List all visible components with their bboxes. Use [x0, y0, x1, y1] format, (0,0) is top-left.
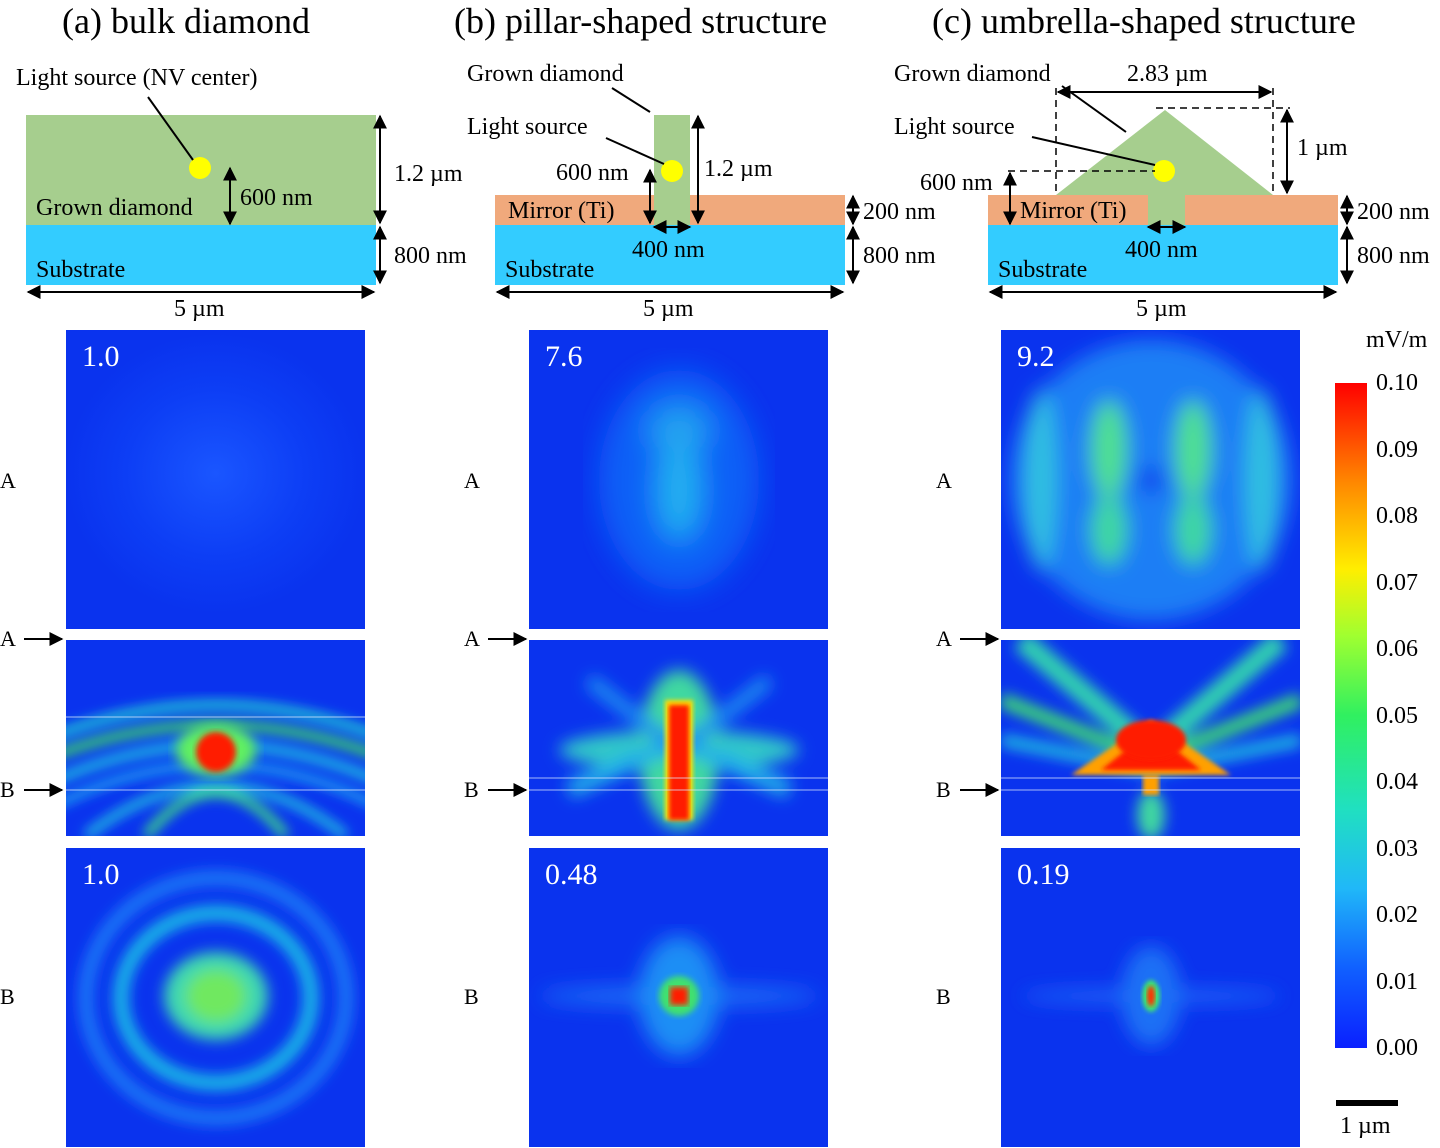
row-label-b-arrow: B — [0, 777, 15, 802]
colorbar-unit: mV/m — [1366, 327, 1428, 353]
field-a-middle — [66, 700, 365, 836]
scale-bar-label: 1 µm — [1340, 1113, 1391, 1139]
row-label-a-top: A — [0, 468, 16, 493]
map-b-middle — [529, 640, 828, 836]
substrate-label-a: Substrate — [36, 257, 126, 283]
row-label-a-arrow: A — [0, 626, 16, 651]
field-b-middle — [529, 670, 828, 830]
dim-200-label-c: 200 nm — [1357, 199, 1430, 225]
colorbar-tick-label: 0.06 — [1376, 636, 1418, 662]
map-a-bottom: 1.0 — [66, 848, 365, 1147]
dim-600-label-c: 600 nm — [920, 170, 993, 196]
dim-800-label-b: 800 nm — [863, 243, 936, 269]
light-source-label-b: Light source — [467, 114, 588, 140]
substrate-label-c: Substrate — [998, 257, 1088, 283]
dim-5-label-c: 5 µm — [1136, 296, 1187, 322]
dim-1-2-label-b: 1.2 µm — [704, 156, 773, 182]
title-c: (c) umbrella-shaped structure — [932, 1, 1356, 41]
colorbar-tick-label: 0.03 — [1376, 835, 1418, 862]
dim-200-label-b: 200 nm — [863, 199, 936, 225]
row-label-b-arrow-c: B — [936, 777, 951, 802]
row-label-b-bottom-c: B — [936, 984, 951, 1009]
field-c-top — [1011, 340, 1291, 620]
light-source-a — [189, 157, 211, 179]
colorbar-tick-label: 0.09 — [1376, 436, 1418, 463]
map-c-bottom: 0.19 — [1001, 848, 1300, 1147]
row-label-a-arrow-b: A — [464, 626, 480, 651]
row-label-b-bottom-b: B — [464, 984, 479, 1009]
colorbar-tick-label: 0.02 — [1376, 902, 1418, 928]
dim-400-label-b: 400 nm — [632, 237, 705, 263]
map-a-top: 1.0 — [66, 330, 365, 629]
title-b: (b) pillar-shaped structure — [454, 1, 828, 41]
dim-600-label-a: 600 nm — [240, 185, 313, 211]
map-a-middle — [66, 640, 365, 836]
row-arrows — [24, 632, 1000, 797]
colorbar-tick-label: 0.00 — [1376, 1035, 1418, 1061]
dim-800-label-a: 800 nm — [394, 243, 467, 269]
substrate-label-b: Substrate — [505, 257, 595, 283]
light-source-label-c: Light source — [894, 114, 1015, 140]
dim-1-label-c: 1 µm — [1297, 135, 1348, 161]
dim-1-2-label-a: 1.2 µm — [394, 161, 463, 187]
schematics-drawing — [26, 85, 1354, 299]
schematic-a — [26, 96, 387, 299]
field-a-bottom — [79, 871, 353, 1125]
dim-400-label-c: 400 nm — [1125, 237, 1198, 263]
title-a: (a) bulk diamond — [62, 1, 310, 41]
field-b-bottom — [539, 936, 819, 1056]
substrate-layer-b — [495, 225, 845, 285]
map-b-top: 7.6 — [529, 330, 828, 629]
colorbar-tick-label: 0.08 — [1376, 503, 1418, 529]
colorbar-tick-label: 0.05 — [1376, 702, 1418, 729]
colorbar — [1335, 383, 1367, 1048]
mirror-right-c — [1185, 195, 1338, 225]
map-c-top: 9.2 — [1001, 330, 1300, 629]
grown-diamond-label-b: Grown diamond — [467, 61, 624, 87]
value-a-top: 1.0 — [82, 340, 120, 373]
light-source-c — [1153, 160, 1175, 182]
row-label-b-arrow-b: B — [464, 777, 479, 802]
dim-2-83-label-c: 2.83 µm — [1127, 61, 1208, 87]
field-b-top — [599, 370, 759, 590]
light-source-b — [661, 160, 683, 182]
value-a-bottom: 1.0 — [82, 858, 120, 891]
value-c-top: 9.2 — [1017, 340, 1055, 373]
dim-5-label-a: 5 µm — [174, 296, 225, 322]
mirror-label-b: Mirror (Ti) — [508, 198, 615, 224]
mirror-label-c: Mirror (Ti) — [1020, 198, 1127, 224]
grown-diamond-label-a: Grown diamond — [36, 195, 193, 221]
row-label-b-bottom: B — [0, 984, 15, 1009]
dim-5-label-b: 5 µm — [643, 296, 694, 322]
value-b-top: 7.6 — [545, 340, 583, 373]
map-b-bottom: 0.48 — [529, 848, 828, 1147]
dim-600-label-b: 600 nm — [556, 160, 629, 186]
substrate-layer-c — [988, 225, 1338, 285]
value-b-bottom: 0.48 — [545, 858, 598, 891]
map-c-middle — [1001, 640, 1300, 836]
row-label-a-top-c: A — [936, 468, 952, 493]
schematic-b — [495, 87, 860, 299]
value-c-bottom: 0.19 — [1017, 858, 1070, 891]
colorbar-tick-label: 0.04 — [1376, 769, 1418, 795]
field-c-middle — [1001, 640, 1300, 836]
light-source-label-a: Light source (NV center) — [16, 65, 258, 91]
row-label-a-top-b: A — [464, 468, 480, 493]
row-label-a-arrow-c: A — [936, 626, 952, 651]
grown-diamond-label-c: Grown diamond — [894, 61, 1051, 87]
umbrella-c — [1056, 110, 1273, 195]
colorbar-tick-label: 0.10 — [1376, 370, 1418, 396]
colorbar-tick-label: 0.07 — [1376, 569, 1418, 596]
substrate-layer-a — [26, 225, 376, 285]
schematic-c — [988, 85, 1354, 299]
dim-800-label-c: 800 nm — [1357, 243, 1430, 269]
field-c-bottom — [1021, 946, 1281, 1046]
colorbar-tick-label: 0.01 — [1376, 968, 1418, 995]
scale-bar — [1336, 1100, 1398, 1106]
umbrella-stem-c — [1148, 195, 1185, 225]
